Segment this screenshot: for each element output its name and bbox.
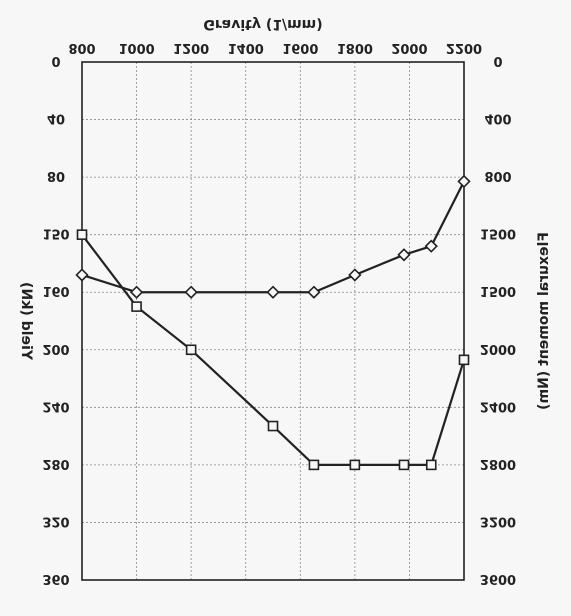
series-2-point <box>184 285 198 299</box>
right-y-tick-label: 400 <box>484 111 511 126</box>
series-1-point <box>131 301 142 312</box>
series-2-point <box>348 268 362 282</box>
right-y-tick-label: 1500 <box>480 283 516 298</box>
right-y-tick-label: 2000 <box>480 341 516 356</box>
left-y-tick-label: 0 <box>51 53 60 68</box>
right-y-tick-label: 3600 <box>480 571 516 586</box>
left-y-tick-label: 240 <box>42 398 69 413</box>
gridlines <box>81 61 465 581</box>
series-2-point <box>397 248 411 262</box>
markers-group <box>75 174 471 471</box>
series-1-point <box>76 229 88 240</box>
series-1-point <box>267 420 279 432</box>
right-y-tick-label: 1500 <box>480 226 516 241</box>
series-2-point <box>307 285 321 299</box>
plot-frame <box>81 61 465 581</box>
left-y-tick-label: 150 <box>42 226 69 241</box>
right-y-axis-title: Flexural moment (Nm) <box>536 232 552 410</box>
top-x-axis-ticks: 800 1000 1200 1400 1600 1800 2000 2200 <box>68 40 482 55</box>
left-y-tick-label: 200 <box>42 341 69 356</box>
left-y-tick-label: 160 <box>42 283 69 298</box>
series-1-point <box>398 459 410 471</box>
x-tick-label: 800 <box>68 40 95 55</box>
x-tick-label: 1600 <box>282 40 318 55</box>
series-1-point <box>425 459 437 471</box>
left-y-tick-label: 40 <box>47 111 65 126</box>
series-2-point <box>424 239 438 253</box>
right-y-tick-label: 3200 <box>480 513 516 528</box>
right-y-axis-ticks: 0 400 800 1500 1500 2000 2400 2800 3200 3600 <box>480 53 516 586</box>
series-1-point <box>349 459 361 471</box>
series-2-point <box>129 285 144 299</box>
x-axis-title: Gravity (1/mm) <box>203 16 322 32</box>
x-tick-label: 1400 <box>228 40 264 55</box>
left-y-tick-label: 280 <box>42 456 69 471</box>
series-2-point <box>457 174 471 189</box>
series-1-point <box>458 354 470 366</box>
left-y-tick-label: 320 <box>42 513 69 528</box>
series-2-line <box>81 180 465 294</box>
x-tick-label: 1000 <box>118 40 154 55</box>
x-tick-label: 2000 <box>391 40 427 55</box>
x-tick-label: 1200 <box>173 40 209 55</box>
right-y-tick-label: 0 <box>493 53 502 68</box>
x-tick-label: 1800 <box>337 40 373 55</box>
x-tick-label: 2200 <box>446 40 482 55</box>
left-y-tick-label: 80 <box>47 168 65 183</box>
right-y-tick-label: 2800 <box>480 456 516 471</box>
right-y-tick-label: 800 <box>484 168 511 183</box>
series-1-point <box>308 459 320 471</box>
series-2-point <box>75 268 89 282</box>
left-y-axis-ticks: 0 40 80 150 160 200 240 280 320 360 <box>42 53 69 586</box>
right-y-tick-label: 2400 <box>480 398 516 413</box>
series-1-point <box>185 344 197 356</box>
left-y-tick-label: 360 <box>42 571 69 586</box>
left-y-axis-title: Yield (kN) <box>18 282 34 361</box>
series-2-point <box>266 285 280 299</box>
